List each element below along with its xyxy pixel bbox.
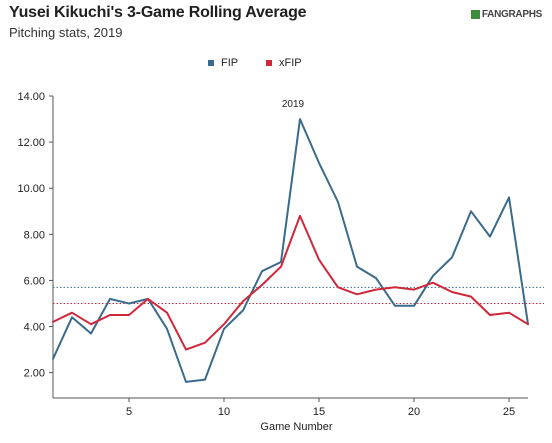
x-tick-label: 10 [218,406,230,418]
chart-annotations: 2019 [282,99,305,110]
fangraphs-logo: FANGRAPHS [470,9,542,20]
y-tick-label: 2.00 [24,368,45,380]
y-tick-label: 6.00 [24,275,45,287]
chart-annotation: 2019 [282,99,305,110]
fip-legend-swatch [208,60,214,66]
x-tick-label: 15 [313,406,325,418]
y-tick-label: 12.00 [17,137,45,149]
xfip-legend-swatch [266,60,272,66]
xfip-series-line [52,214,529,351]
chart-title: Yusei Kikuchi's 3-Game Rolling Average [9,4,307,21]
x-tick-label: 20 [408,406,420,418]
series-lines [52,118,529,383]
logo-text: FANGRAPHS [481,9,542,20]
x-tick-label: 5 [126,406,132,418]
chart-legend: FIP xFIP [208,57,302,69]
chart-subtitle: Pitching stats, 2019 [9,25,123,40]
y-tick-label: 10.00 [17,183,45,195]
y-tick-label: 14.00 [17,91,45,103]
x-tick-label: 25 [503,406,515,418]
y-tick-label: 4.00 [24,322,45,334]
fip-legend-label: FIP [221,57,238,69]
mean-lines [53,286,544,304]
xfip-legend-label: xFIP [279,57,302,69]
chart-axes: 2.00 4.00 6.00 8.00 10.00 12.00 14.00 5 10 15 20 25… [17,91,528,433]
y-tick-label: 8.00 [24,229,45,241]
fangraphs-logo-icon [470,10,480,19]
fip-series-line [52,118,529,383]
x-axis-title: Game Number [260,421,332,433]
